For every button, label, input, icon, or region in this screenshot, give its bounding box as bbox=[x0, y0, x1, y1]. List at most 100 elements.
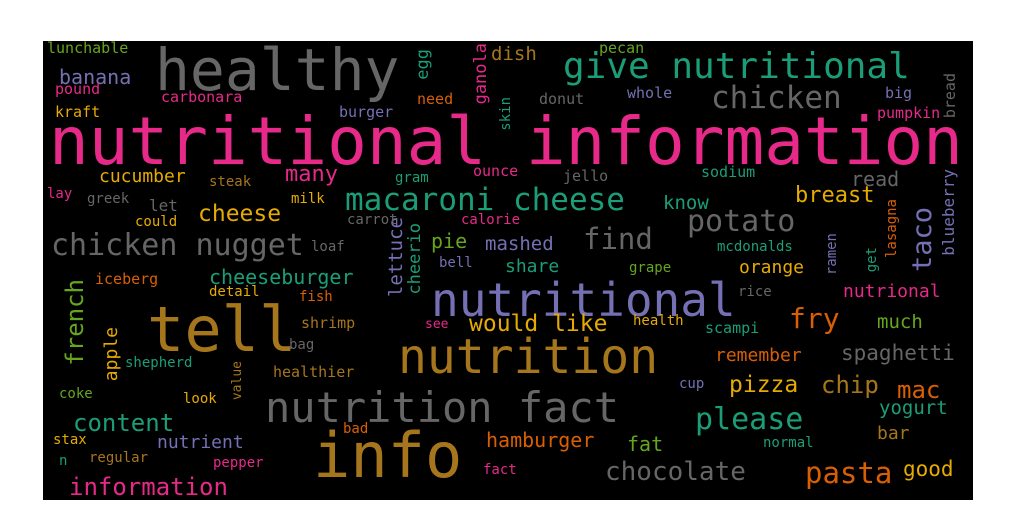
wordcloud-word-potato: potato bbox=[687, 204, 796, 239]
wordcloud-word-kraft: kraft bbox=[55, 103, 101, 121]
wordcloud-word-calorie: calorie bbox=[461, 212, 521, 228]
wordcloud-word-pumpkin: pumpkin bbox=[877, 104, 941, 122]
wordcloud-word-read: read bbox=[851, 167, 900, 191]
wordcloud-word-yogurt: yogurt bbox=[879, 397, 948, 419]
wordcloud-word-fry: fry bbox=[789, 302, 840, 335]
wordcloud-word-shrimp: shrimp bbox=[301, 314, 356, 332]
wordcloud-word-pizza: pizza bbox=[729, 372, 799, 398]
wordcloud-word-gram: gram bbox=[395, 170, 429, 186]
wordcloud-word-big: big bbox=[885, 84, 913, 102]
wordcloud-word-see: see bbox=[425, 317, 449, 332]
wordcloud-word-cheese: cheese bbox=[198, 201, 282, 227]
wordcloud-word-nutrient: nutrient bbox=[157, 432, 244, 453]
wordcloud-word-milk: milk bbox=[291, 191, 325, 207]
wordcloud-word-skin: skin bbox=[498, 97, 514, 131]
wordcloud-word-tell: tell bbox=[147, 293, 297, 366]
wordcloud-word-info: info bbox=[313, 419, 463, 492]
wordcloud-word-nutrional: nutrional bbox=[843, 281, 941, 302]
wordcloud-word-banana: banana bbox=[59, 65, 132, 89]
wordcloud-word-dish: dish bbox=[491, 43, 537, 65]
wordcloud-word-grape: grape bbox=[629, 260, 672, 276]
wordcloud-word-health: health bbox=[633, 313, 684, 329]
wordcloud-word-cup: cup bbox=[679, 376, 705, 392]
wordcloud-word-value: value bbox=[230, 361, 245, 401]
wordcloud-word-share: share bbox=[505, 256, 560, 277]
wordcloud-word-information: information bbox=[69, 473, 228, 500]
wordcloud-word-ganola: ganola bbox=[471, 43, 491, 105]
wordcloud-word-pasta: pasta bbox=[805, 456, 893, 490]
wordcloud-word-pepper: pepper bbox=[213, 455, 264, 471]
wordcloud-word-donut: donut bbox=[539, 90, 585, 108]
wordcloud-word-fish: fish bbox=[299, 289, 333, 305]
wordcloud-word-ramen: ramen bbox=[824, 233, 840, 276]
wordcloud-word-lettuce: lettuce bbox=[385, 217, 407, 298]
wordcloud-word-chip: chip bbox=[821, 371, 879, 399]
wordcloud-word-bad: bad bbox=[343, 421, 369, 437]
wordcloud-word-good: good bbox=[903, 457, 954, 481]
wordcloud-word-jello: jello bbox=[563, 167, 609, 185]
wordcloud-word-egg: egg bbox=[413, 49, 433, 80]
wordcloud-word-bell: bell bbox=[439, 255, 473, 271]
wordcloud-word-much: much bbox=[877, 311, 923, 333]
wordcloud-word-carrot: carrot bbox=[347, 212, 398, 228]
wordcloud-word-ounce: ounce bbox=[473, 162, 519, 180]
wordcloud-word-coke: coke bbox=[59, 386, 93, 402]
wordcloud-word-cheeseburger: cheeseburger bbox=[209, 265, 354, 289]
wordcloud-word-content: content bbox=[73, 409, 175, 437]
wordcloud-word-breast: breast bbox=[795, 183, 875, 208]
wordcloud-word-n: n bbox=[59, 453, 68, 469]
wordcloud-word-mcdonalds: mcdonalds bbox=[717, 239, 793, 255]
wordcloud-word-healthy: healthy bbox=[155, 41, 400, 104]
wordcloud-word-pie: pie bbox=[431, 229, 468, 253]
wordcloud-word-healthier: healthier bbox=[273, 363, 355, 381]
wordcloud-canvas: nutritional information healthy give nutri… bbox=[43, 41, 973, 500]
wordcloud-word-cucumber: cucumber bbox=[99, 166, 186, 187]
wordcloud-word-need: need bbox=[417, 90, 454, 108]
wordcloud-word-lay: lay bbox=[47, 186, 73, 202]
wordcloud-word-find: find bbox=[583, 222, 653, 256]
wordcloud-word-steak: steak bbox=[209, 174, 252, 190]
wordcloud-word-nutritional-information: nutritional information bbox=[49, 103, 963, 180]
wordcloud-word-nutrition-fact: nutrition fact bbox=[265, 383, 620, 432]
wordcloud-word-get: get bbox=[864, 247, 880, 273]
wordcloud-word-hamburger: hamburger bbox=[486, 428, 595, 452]
wordcloud-word-pound: pound bbox=[55, 80, 101, 98]
wordcloud-word-chicken: chicken bbox=[711, 80, 842, 116]
wordcloud-word-would-like: would like bbox=[469, 311, 608, 337]
wordcloud-word-let: let bbox=[149, 196, 178, 215]
wordcloud-word-spaghetti: spaghetti bbox=[841, 341, 955, 365]
wordcloud-word-iceberg: iceberg bbox=[95, 270, 159, 288]
wordcloud-word-taco: taco bbox=[907, 207, 938, 273]
wordcloud-word-carbonara: carbonara bbox=[161, 88, 243, 106]
wordcloud-word-please: please bbox=[695, 402, 804, 437]
wordcloud-word-cheerio: cheerio bbox=[405, 223, 425, 295]
wordcloud-word-whole: whole bbox=[627, 84, 673, 102]
wordcloud-word-give-nutritional: give nutritional bbox=[563, 46, 910, 87]
wordcloud-word-scampi: scampi bbox=[705, 319, 760, 337]
wordcloud-word-bag: bag bbox=[289, 337, 315, 353]
wordcloud-word-french: french bbox=[61, 279, 89, 366]
wordcloud-word-chicken-nugget: chicken nugget bbox=[51, 228, 304, 263]
wordcloud-word-shepherd: shepherd bbox=[125, 355, 193, 371]
wordcloud-word-bar: bar bbox=[877, 423, 910, 444]
wordcloud-word-lunchable: lunchable bbox=[47, 41, 129, 57]
wordcloud-word-pecan: pecan bbox=[599, 41, 645, 57]
wordcloud-word-macaroni-cheese: macaroni cheese bbox=[345, 182, 625, 218]
wordcloud-word-remember: remember bbox=[715, 345, 802, 366]
wordcloud-word-many: many bbox=[285, 162, 338, 187]
wordcloud-word-nutrition: nutrition bbox=[398, 329, 659, 385]
wordcloud-word-fat: fat bbox=[627, 432, 664, 456]
wordcloud-word-regular: regular bbox=[89, 450, 149, 466]
wordcloud-word-mac: mac bbox=[897, 376, 941, 404]
wordcloud-word-burger: burger bbox=[339, 103, 394, 121]
wordcloud-word-mashed: mashed bbox=[485, 233, 554, 255]
wordcloud-word-chocolate: chocolate bbox=[605, 457, 746, 487]
wordcloud-word-greek: greek bbox=[87, 191, 130, 207]
wordcloud-word-rice: rice bbox=[738, 284, 772, 300]
wordcloud-word-know: know bbox=[663, 192, 709, 214]
wordcloud-word-look: look bbox=[183, 391, 217, 407]
wordcloud-word-lasagna: lasagna bbox=[884, 199, 900, 259]
wordcloud-word-bread: bread bbox=[941, 73, 959, 119]
wordcloud-word-stax: stax bbox=[53, 432, 87, 448]
wordcloud-word-could: could bbox=[135, 214, 178, 230]
